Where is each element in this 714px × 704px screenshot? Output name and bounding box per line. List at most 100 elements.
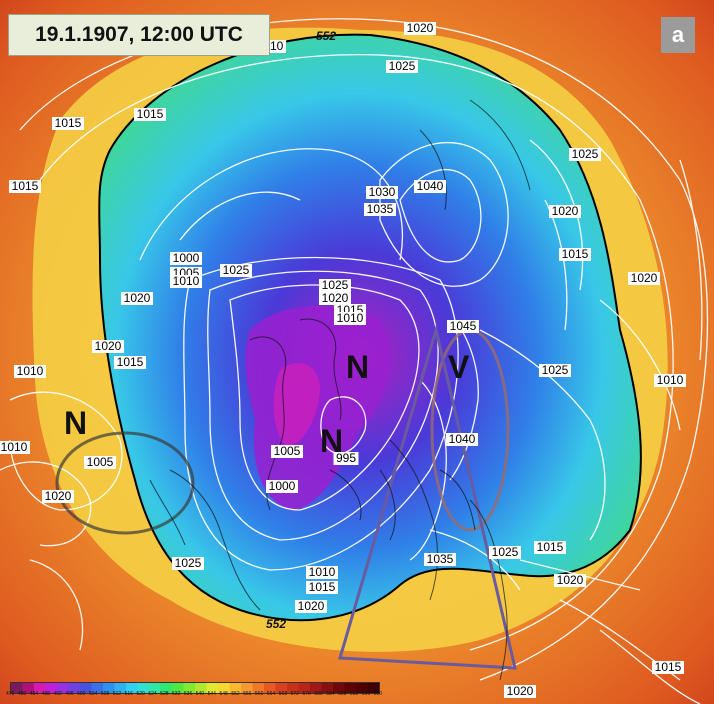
isobar-label: 1010 bbox=[654, 373, 686, 387]
isobar-label-text: 1015 bbox=[309, 580, 336, 594]
isobar-label-bg bbox=[14, 365, 46, 378]
magenta-core bbox=[273, 362, 320, 446]
isobar-label-bg bbox=[84, 456, 116, 469]
map-title: 19.1.1907, 12:00 UTC bbox=[8, 14, 270, 56]
isobar-label-bg bbox=[333, 452, 359, 465]
isobar-label-bg bbox=[271, 445, 303, 458]
isobar-labels: 1020 1010 1025 1015 1015 1015 1030 1035 1040 1025… bbox=[0, 21, 686, 698]
isobar-label-bg bbox=[121, 292, 153, 305]
isobar-label-text: 995 bbox=[336, 451, 356, 465]
isobar-label-text: 1005 bbox=[87, 455, 114, 469]
isobar-label: 1010 bbox=[334, 311, 366, 325]
colorbar-tick: 512 bbox=[112, 691, 122, 697]
isobar-label-bg bbox=[52, 117, 84, 130]
colorbar-tick: 572 bbox=[290, 691, 299, 697]
isobar-label-bg bbox=[628, 272, 660, 285]
isobar-label: 1035 bbox=[364, 202, 396, 216]
isobar-label-bg bbox=[134, 108, 166, 121]
contour-552-label-bottom: 552 bbox=[266, 617, 286, 631]
isobar-label: 1005 bbox=[84, 455, 116, 469]
isobar-label: 1000 bbox=[170, 251, 202, 265]
isobar-label-bg bbox=[366, 186, 398, 199]
isobar-label-text: 1010 bbox=[309, 565, 336, 579]
isobar-label: 1025 bbox=[172, 556, 204, 570]
isobar-label: 1030 bbox=[366, 185, 398, 199]
isobar-label-text: 1000 bbox=[269, 479, 296, 493]
isobar-label-text: 1025 bbox=[389, 59, 416, 73]
isobar-label-text: 1030 bbox=[369, 185, 396, 199]
isobar-label-bg bbox=[386, 60, 418, 73]
isobar-label-text: 1040 bbox=[417, 179, 444, 193]
low-symbol-arctic: N bbox=[346, 349, 369, 385]
isobar-label-bg bbox=[534, 541, 566, 554]
isobar-label: 1020 bbox=[319, 291, 351, 305]
isobar-label-text: 1015 bbox=[537, 540, 564, 554]
colorbar-tick: 552 bbox=[231, 691, 240, 697]
colorbar-tick: 524 bbox=[148, 691, 157, 697]
isobar-label-text: 1015 bbox=[562, 247, 589, 261]
isobar-label-text: 1010 bbox=[657, 373, 684, 387]
isobar-label-text: 1020 bbox=[124, 291, 151, 305]
isobar-label-bg bbox=[42, 490, 74, 503]
purple-core bbox=[245, 306, 391, 510]
isobar-label-bg bbox=[559, 248, 591, 261]
isobar-label: 1025 bbox=[319, 278, 351, 292]
isobar-label-bg bbox=[295, 600, 327, 613]
isobar-label: 1020 bbox=[295, 599, 327, 613]
isobar-label-text: 1010 bbox=[17, 364, 44, 378]
colorbar-tick: 596 bbox=[361, 691, 371, 697]
low-outline bbox=[55, 431, 195, 535]
colorbar-tick: 516 bbox=[124, 691, 133, 697]
isobar-label-text: 1015 bbox=[137, 107, 164, 121]
isobar-label-bg bbox=[404, 22, 436, 35]
isobar-label-bg bbox=[319, 279, 351, 292]
isobar-label: 1025 bbox=[220, 263, 252, 277]
isobar-label: 1015 bbox=[534, 540, 566, 554]
isobar-label-text: 1020 bbox=[631, 271, 658, 285]
colorbar-tick: 492 bbox=[53, 691, 62, 697]
isobar-label-text: 1015 bbox=[12, 179, 39, 193]
isobar-label: 1005 bbox=[271, 444, 303, 458]
low-symbol-west: N bbox=[64, 405, 87, 441]
colorbar-tick: 480 bbox=[17, 691, 27, 697]
colorbar-tick: 564 bbox=[266, 691, 276, 697]
isobar-label-text: 1020 bbox=[322, 291, 349, 305]
isobar-label-text: 1015 bbox=[55, 116, 82, 130]
colorbar-tick: 548 bbox=[219, 691, 228, 697]
isobar-label-text: 1005 bbox=[274, 444, 301, 458]
isobar-label-bg bbox=[414, 180, 446, 193]
isobar-label: 1010 bbox=[14, 364, 46, 378]
isobar-label-bg bbox=[446, 433, 478, 446]
colorbar-tick: 592 bbox=[349, 691, 359, 697]
isobar-label-bg bbox=[306, 581, 338, 594]
colorbar-tick: 600 bbox=[373, 691, 382, 697]
colorbar-tick: 536 bbox=[183, 691, 193, 697]
isobar-label: 1035 bbox=[424, 552, 456, 566]
isobar-label: 1015 bbox=[306, 580, 338, 594]
isobar-label-text: 1020 bbox=[298, 599, 325, 613]
isobar-label-text: 1045 bbox=[450, 319, 477, 333]
isobar-label-bg bbox=[220, 264, 252, 277]
isobar-label: 1015 bbox=[9, 179, 41, 193]
isobar-label: 1025 bbox=[489, 545, 521, 559]
isobar-label-bg bbox=[364, 203, 396, 216]
low-symbol-greenland: N bbox=[320, 423, 343, 459]
isobar-label: 1010 bbox=[170, 274, 202, 288]
isobar-label: 1015 bbox=[114, 355, 146, 369]
isobar-label-bg bbox=[334, 312, 366, 325]
colorbar-tick: 544 bbox=[207, 691, 216, 697]
isobar-label-bg bbox=[569, 148, 601, 161]
isobar-label-bg bbox=[266, 480, 298, 493]
isobar-label-bg bbox=[114, 356, 146, 369]
colorbar-tick: 532 bbox=[172, 691, 181, 697]
isobar-label-bg bbox=[172, 557, 204, 570]
isobar-label: 1010 bbox=[0, 440, 30, 454]
isobar-label-text: 1035 bbox=[367, 202, 394, 216]
isobar-label: 1025 bbox=[386, 59, 418, 73]
isobar-label-text: 1010 bbox=[337, 311, 364, 325]
isobar-label: 1020 bbox=[549, 204, 581, 218]
isobar-label-text: 1025 bbox=[223, 263, 250, 277]
isobar-label: 1020 bbox=[628, 271, 660, 285]
isobar-label-bg bbox=[306, 566, 338, 579]
isobar-label-text: 1025 bbox=[175, 556, 202, 570]
